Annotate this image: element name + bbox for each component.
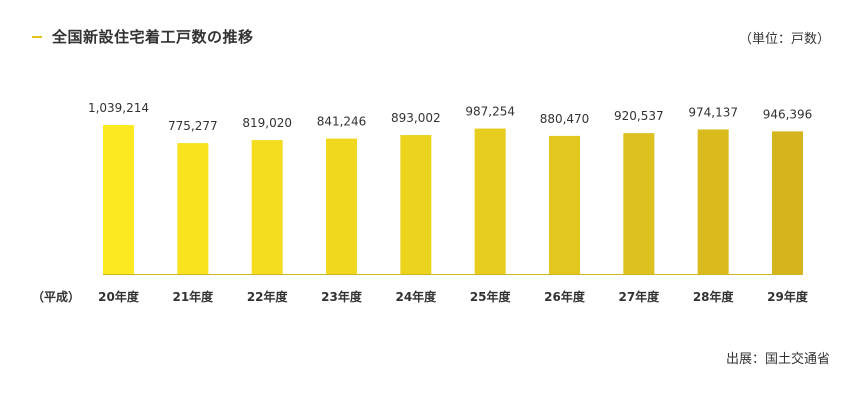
- value-label-3: 819,020: [242, 116, 292, 130]
- category-label-7: 26年度: [544, 289, 586, 304]
- source-label: 出展：国土交通省: [725, 352, 830, 367]
- value-label-7: 880,470: [540, 112, 590, 126]
- value-label-5: 893,002: [391, 111, 441, 125]
- category-label-5: 24年度: [395, 289, 437, 304]
- value-label-2: 775,277: [168, 119, 218, 133]
- bar-1: [103, 125, 134, 274]
- category-label-6: 25年度: [470, 289, 512, 304]
- bar-3: [251, 140, 283, 274]
- category-label-2: 21年度: [172, 289, 214, 304]
- bar-7: [549, 135, 580, 274]
- value-label-6: 987,254: [465, 105, 515, 119]
- bar-4: [326, 138, 357, 274]
- title-dash-icon: [32, 35, 42, 38]
- category-label-3: 22年度: [247, 289, 289, 304]
- category-label-8: 27年度: [618, 289, 660, 304]
- unit-label: （単位：戸数）: [738, 32, 830, 47]
- value-label-8: 920,537: [614, 109, 664, 123]
- category-label-9: 28年度: [693, 289, 735, 304]
- bar-2: [177, 143, 209, 274]
- bar-5: [400, 135, 432, 274]
- value-label-10: 946,396: [763, 107, 813, 121]
- category-label-10: 29年度: [767, 289, 809, 304]
- bar-9: [697, 129, 729, 274]
- bar-10: [772, 131, 803, 274]
- era-label: （平成）: [32, 289, 80, 304]
- chart-title: 全国新設住宅着工戸数の推移: [52, 28, 254, 46]
- category-label-4: 23年度: [321, 289, 363, 304]
- value-label-4: 841,246: [317, 115, 367, 129]
- bar-8: [623, 133, 655, 274]
- bar-6: [474, 128, 506, 274]
- value-label-9: 974,137: [688, 105, 738, 119]
- category-label-1: 20年度: [98, 289, 140, 304]
- chart-title-row: 全国新設住宅着工戸数の推移: [32, 26, 254, 47]
- value-label-1: 1,039,214: [88, 101, 149, 115]
